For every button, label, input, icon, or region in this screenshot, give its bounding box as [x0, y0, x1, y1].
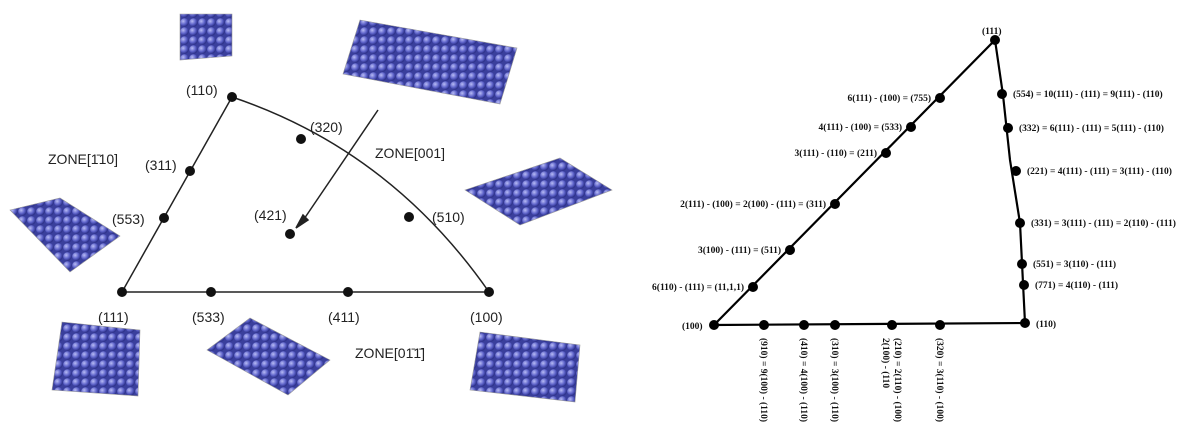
- outline: [711, 37, 1027, 327]
- label: 4(111) - (100) = (533): [818, 122, 902, 133]
- zone-label: ZONE[01̄1̄]: [355, 345, 425, 361]
- dot: [1019, 280, 1029, 290]
- left-triangle: [121, 96, 490, 293]
- dot: [759, 320, 769, 330]
- label: (332) = 6(111) - (111) = 5(111) - (110): [1019, 123, 1164, 134]
- slab: [206, 317, 331, 396]
- label: (411): [328, 309, 360, 325]
- label: (771) = 4(110) - (111): [1035, 280, 1118, 291]
- dot: [785, 245, 795, 255]
- slab: [469, 331, 581, 403]
- dot: [935, 93, 945, 103]
- dot: [935, 320, 945, 330]
- label: (410) = 4(100) - (110): [798, 338, 809, 422]
- dot: [799, 320, 809, 330]
- arrow: [301, 109, 379, 223]
- edge: [121, 96, 233, 293]
- dot: [159, 213, 169, 223]
- dot: [906, 122, 916, 132]
- label: 2(100) - (110: [880, 338, 891, 388]
- slab: [9, 197, 121, 273]
- dot: [1020, 318, 1030, 328]
- label: (311): [145, 157, 177, 173]
- label: 3(111) - (110) = (211): [795, 148, 877, 159]
- slab: [179, 13, 233, 61]
- left-labels: (110) (111) (100) (320) (311) (553) (510…: [48, 82, 503, 361]
- zone-label: ZONE[001]: [375, 145, 445, 161]
- label: 2(111) - (100) = 2(100) - (111) = (311): [680, 199, 826, 210]
- dot: [709, 320, 719, 330]
- arrow-head: [295, 213, 310, 229]
- dot: [1015, 218, 1025, 228]
- dot: [830, 199, 840, 209]
- dot: [881, 148, 891, 158]
- dot: [227, 92, 237, 102]
- label: (320) = 3(110) - (100): [934, 338, 945, 422]
- edge: [231, 96, 490, 293]
- label: (331) = 3(111) - (111) = 2(110) - (111): [1031, 218, 1176, 229]
- label: (111): [98, 309, 129, 325]
- dot: [830, 320, 840, 330]
- label: (110): [1036, 319, 1056, 330]
- label: (210) = 2(110) - (100): [892, 338, 903, 422]
- label: 6(110) - (111) = (11,1,1): [652, 282, 744, 293]
- label: (910) = 9(100) - (110): [758, 338, 769, 422]
- slab: [342, 19, 518, 105]
- left-dots: [117, 92, 494, 297]
- label: (551) = 3(110) - (111): [1033, 259, 1116, 270]
- dot: [296, 134, 306, 144]
- label: (533): [192, 309, 225, 325]
- dot: [748, 282, 758, 292]
- dot: [285, 229, 295, 239]
- dot: [117, 287, 127, 297]
- dot: [1017, 259, 1027, 269]
- label: (553): [112, 211, 145, 227]
- dot: [404, 212, 414, 222]
- dot: [990, 35, 1000, 45]
- dot: [206, 287, 216, 297]
- label: (110): [186, 82, 218, 98]
- dot: [887, 320, 897, 330]
- dot: [484, 287, 494, 297]
- label: (100): [682, 321, 703, 332]
- dot: [1011, 166, 1021, 176]
- slab: [464, 157, 613, 226]
- right-labels: (111) (100) (110) 6(110) - (111) = (11,1…: [652, 26, 1176, 422]
- dot: [185, 166, 195, 176]
- label: 3(100) - (111) = (511): [698, 245, 781, 256]
- label: (320): [310, 119, 343, 135]
- label: (554) = 10(111) - (111) = 9(111) - (110): [1013, 89, 1163, 100]
- label: (421): [254, 207, 287, 223]
- dot: [997, 89, 1007, 99]
- right-triangle: [711, 37, 1027, 327]
- label: 6(111) - (100) = (755): [847, 93, 931, 104]
- dot: [1003, 123, 1013, 133]
- slab: [51, 321, 141, 397]
- label: (100): [470, 309, 503, 325]
- dot: [343, 287, 353, 297]
- label: (310) = 3(100) - (110): [829, 338, 840, 422]
- zone-label: ZONE[1̄10]: [48, 151, 118, 167]
- label: (510): [432, 209, 465, 225]
- label: (221) = 4(111) - (111) = 3(111) - (110): [1027, 166, 1172, 177]
- label: (111): [982, 26, 1002, 37]
- slabs: [9, 13, 613, 403]
- right-dots: [709, 35, 1030, 330]
